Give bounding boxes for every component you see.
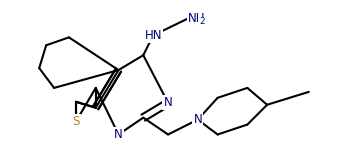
Text: N: N bbox=[164, 96, 172, 109]
Text: 2: 2 bbox=[199, 17, 205, 26]
Text: NH: NH bbox=[188, 12, 205, 25]
Text: N: N bbox=[193, 113, 202, 126]
Text: N: N bbox=[114, 128, 123, 141]
Text: S: S bbox=[72, 115, 80, 128]
Text: HN: HN bbox=[144, 29, 162, 42]
